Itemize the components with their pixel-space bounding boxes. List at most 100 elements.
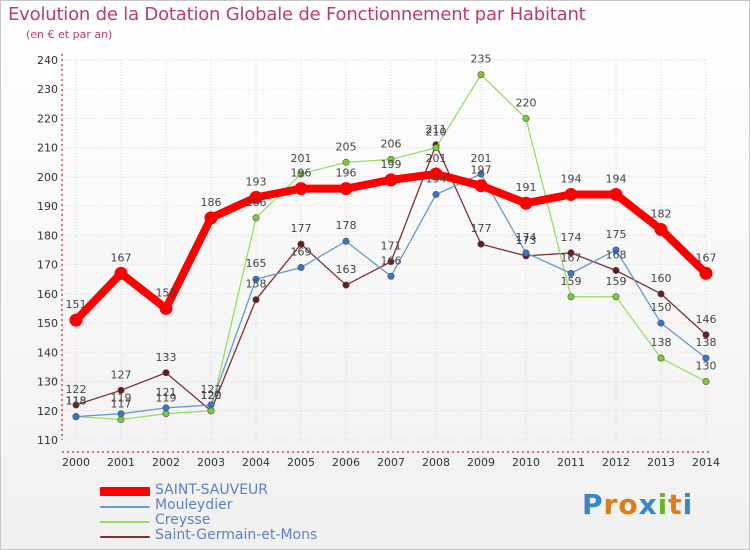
data-point bbox=[612, 266, 620, 274]
data-label: 155 bbox=[156, 286, 177, 299]
data-label: 177 bbox=[471, 222, 492, 235]
x-tick-label: 2012 bbox=[602, 456, 630, 469]
data-label: 174 bbox=[561, 231, 582, 244]
x-tick-label: 2000 bbox=[62, 456, 90, 469]
data-point bbox=[609, 187, 623, 201]
logo-letter: P bbox=[582, 488, 604, 521]
data-point bbox=[117, 410, 125, 418]
data-point bbox=[387, 272, 395, 280]
data-label: 186 bbox=[246, 196, 267, 209]
data-label: 163 bbox=[336, 263, 357, 276]
data-label: 158 bbox=[246, 278, 267, 291]
data-label: 166 bbox=[381, 254, 402, 267]
data-point bbox=[429, 167, 443, 181]
x-tick-label: 2004 bbox=[242, 456, 270, 469]
data-point bbox=[384, 173, 398, 187]
legend-swatch bbox=[100, 506, 150, 508]
data-point bbox=[519, 196, 533, 210]
x-tick-label: 2001 bbox=[107, 456, 135, 469]
data-label: 167 bbox=[696, 251, 717, 264]
data-point bbox=[522, 114, 530, 122]
data-point bbox=[477, 71, 485, 79]
data-label: 169 bbox=[291, 246, 312, 259]
data-point bbox=[162, 369, 170, 377]
data-label: 118 bbox=[66, 395, 87, 408]
data-label: 120 bbox=[201, 389, 222, 402]
x-tick-label: 2013 bbox=[647, 456, 675, 469]
data-point bbox=[654, 223, 668, 237]
data-point bbox=[702, 354, 710, 362]
data-label: 178 bbox=[336, 219, 357, 232]
data-label: 201 bbox=[426, 152, 447, 165]
x-tick-label: 2002 bbox=[152, 456, 180, 469]
data-point bbox=[117, 416, 125, 424]
data-label: 173 bbox=[516, 234, 537, 247]
data-label: 119 bbox=[111, 392, 132, 405]
data-point bbox=[567, 293, 575, 301]
y-tick-label: 210 bbox=[37, 142, 58, 155]
legend-label: SAINT-SAUVEUR bbox=[155, 482, 269, 498]
data-label: 138 bbox=[696, 336, 717, 349]
data-point bbox=[702, 331, 710, 339]
data-label: 118 bbox=[66, 395, 87, 408]
y-tick-label: 220 bbox=[37, 112, 58, 125]
data-point bbox=[567, 269, 575, 277]
data-label: 194 bbox=[426, 172, 447, 185]
data-point bbox=[612, 293, 620, 301]
data-label: 220 bbox=[516, 96, 537, 109]
data-point bbox=[117, 386, 125, 394]
legend-label: Mouleydier bbox=[155, 497, 233, 513]
data-point bbox=[294, 182, 308, 196]
data-label: 151 bbox=[66, 298, 87, 311]
data-point bbox=[567, 249, 575, 257]
legend-label: Saint-Germain-et-Mons bbox=[155, 527, 318, 543]
data-point bbox=[477, 170, 485, 178]
data-label: 130 bbox=[696, 360, 717, 373]
y-tick-label: 180 bbox=[37, 229, 58, 242]
y-tick-label: 190 bbox=[37, 200, 58, 213]
data-point bbox=[252, 214, 260, 222]
data-point bbox=[249, 190, 263, 204]
data-point bbox=[699, 266, 713, 280]
data-label: 168 bbox=[606, 248, 627, 261]
data-point bbox=[72, 413, 80, 421]
data-label: 160 bbox=[651, 272, 672, 285]
y-tick-label: 150 bbox=[37, 317, 58, 330]
data-point bbox=[387, 258, 395, 266]
y-tick-label: 120 bbox=[37, 405, 58, 418]
legend-swatch bbox=[100, 487, 150, 496]
data-label: 182 bbox=[651, 208, 672, 221]
legend-label: Creysse bbox=[155, 512, 211, 528]
data-label: 171 bbox=[381, 240, 402, 253]
y-tick-label: 130 bbox=[37, 376, 58, 389]
data-label: 186 bbox=[201, 196, 222, 209]
data-label: 206 bbox=[381, 137, 402, 150]
legend-swatch bbox=[100, 521, 150, 523]
data-point bbox=[339, 182, 353, 196]
chart-title: Evolution de la Dotation Globale de Fonc… bbox=[8, 4, 586, 25]
data-point bbox=[657, 290, 665, 298]
data-label: 196 bbox=[291, 167, 312, 180]
data-point bbox=[612, 246, 620, 254]
data-label: 167 bbox=[111, 251, 132, 264]
logo-letter: i bbox=[657, 488, 669, 521]
x-tick-label: 2009 bbox=[467, 456, 495, 469]
data-label: 133 bbox=[156, 351, 177, 364]
data-label: 122 bbox=[66, 383, 87, 396]
data-label: 121 bbox=[156, 386, 177, 399]
chart-subtitle: (en € et par an) bbox=[26, 28, 113, 41]
data-label: 193 bbox=[246, 175, 267, 188]
data-point bbox=[432, 144, 440, 152]
data-point bbox=[204, 211, 218, 225]
data-point bbox=[72, 401, 80, 409]
data-label: 150 bbox=[651, 301, 672, 314]
data-label: 194 bbox=[606, 172, 627, 185]
data-point bbox=[207, 407, 215, 415]
y-tick-label: 110 bbox=[37, 434, 58, 447]
data-label: 197 bbox=[471, 164, 492, 177]
data-point bbox=[297, 170, 305, 178]
x-tick-label: 2011 bbox=[557, 456, 585, 469]
data-point bbox=[207, 401, 215, 409]
data-label: 194 bbox=[561, 172, 582, 185]
data-point bbox=[297, 264, 305, 272]
